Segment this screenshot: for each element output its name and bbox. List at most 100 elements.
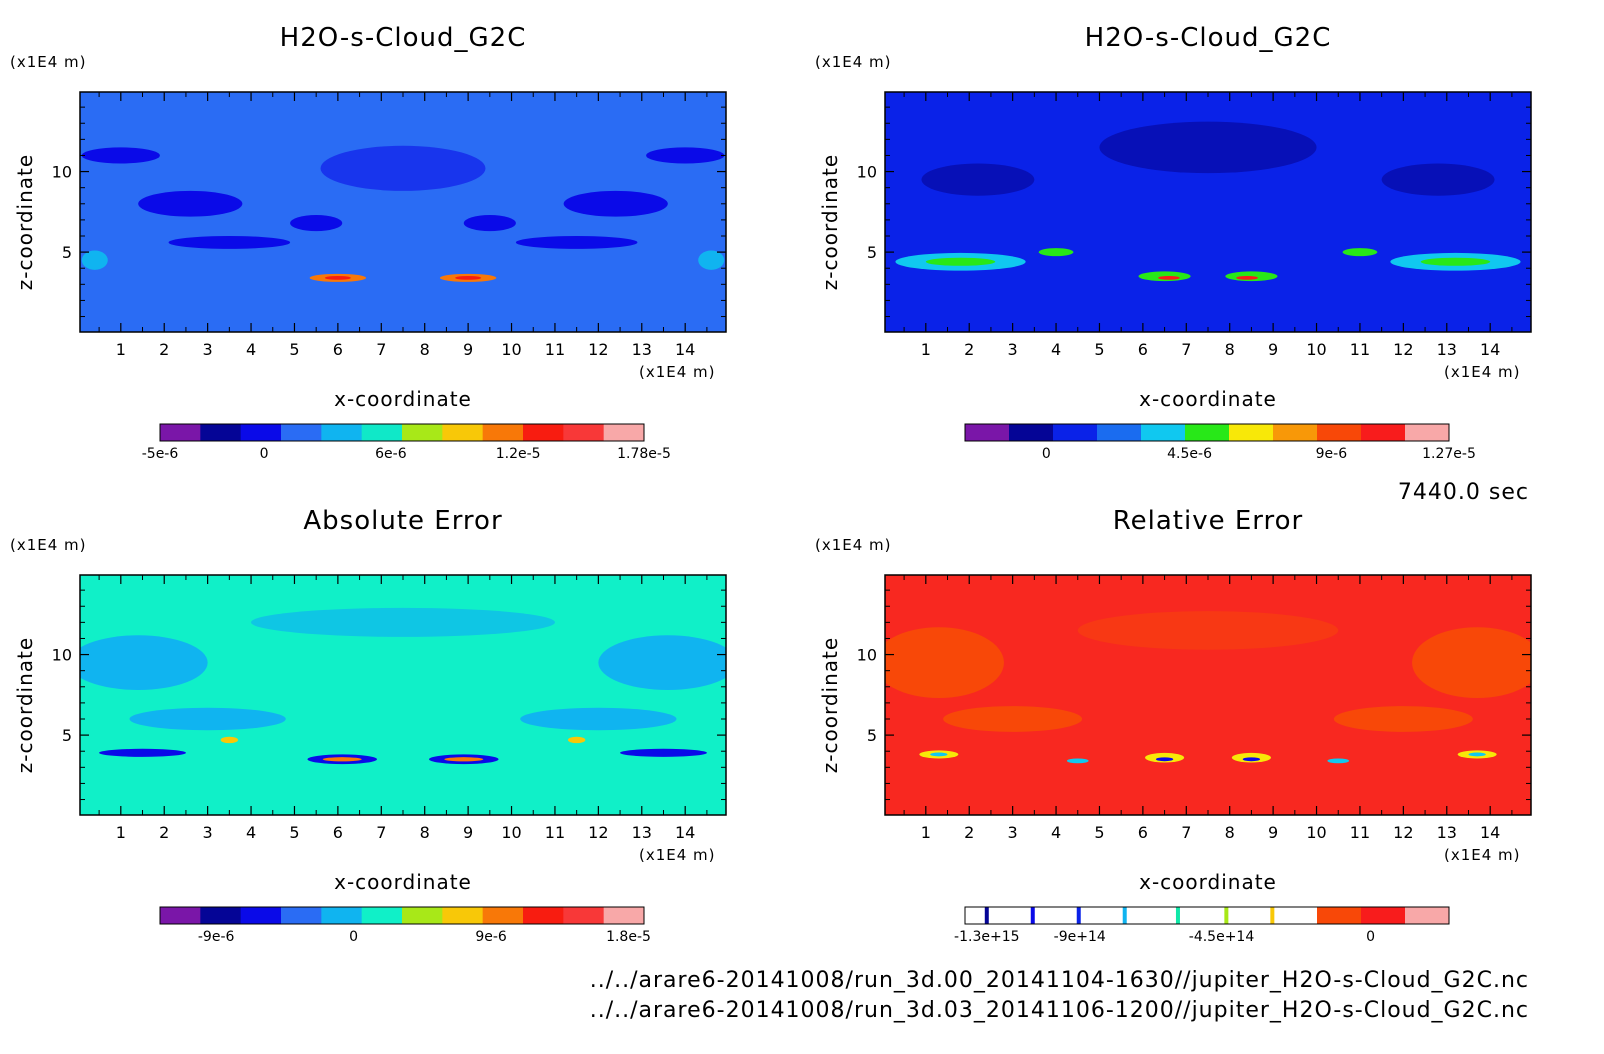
contour-region-2 xyxy=(1412,627,1531,699)
contour-region-4 xyxy=(943,706,1083,732)
x-tick-label: 5 xyxy=(289,823,299,842)
colorbar-swatch xyxy=(442,424,484,441)
y-unit-label: (x1E4 m) xyxy=(815,53,892,71)
colorbar-label: 1.27e-5 xyxy=(1422,446,1476,462)
colorbar-stripe xyxy=(1076,907,1081,924)
colorbar-swatch xyxy=(240,424,282,441)
x-tick-label: 13 xyxy=(632,340,652,359)
x-tick-label: 2 xyxy=(964,823,974,842)
contour-region-9 xyxy=(1468,752,1486,757)
contour-field xyxy=(81,145,725,282)
x-unit-label: (x1E4 m) xyxy=(1444,363,1521,381)
plot-area xyxy=(885,575,1531,815)
panel-1: 1 2 3 4 5 6 7 8 9 10 11 12 13 14510H2O-s-Cloud_G2C(x1… xyxy=(10,23,727,462)
x-axis-label: x-coordinate xyxy=(334,387,472,411)
colorbar-label: -1.3e+15 xyxy=(954,929,1019,945)
x-tick-label: 6 xyxy=(1138,823,1148,842)
contour-region-6 xyxy=(99,748,186,757)
x-tick-label: 14 xyxy=(675,340,695,359)
y-tick-label: 10 xyxy=(52,646,72,665)
colorbar-label: 0 xyxy=(1042,446,1051,462)
colorbar-frame xyxy=(159,906,645,925)
colorbar: -5e-6 0 6e-6 1.2e-5 1.78e-5 xyxy=(142,423,671,462)
colorbar-swatch xyxy=(603,424,645,441)
contour-region-3 xyxy=(251,607,555,637)
x-unit-label: (x1E4 m) xyxy=(1444,846,1521,864)
x-tick-label: 7 xyxy=(376,823,386,842)
x-tick-label: 1 xyxy=(116,340,126,359)
contour-region-15 xyxy=(455,275,482,280)
colorbar-swatch xyxy=(563,907,605,924)
x-tick-label: 7 xyxy=(376,340,386,359)
colorbar-stripe xyxy=(1224,907,1229,924)
colorbar-label: 6e-6 xyxy=(375,446,407,462)
contour-region-4 xyxy=(129,707,286,731)
colorbar: -1.3e+15 -9e+14 -4.5e+14 0 xyxy=(954,906,1450,945)
x-unit-label: (x1E4 m) xyxy=(639,846,716,864)
colorbar-swatch xyxy=(482,424,524,441)
colorbar-swatch xyxy=(1361,907,1406,924)
colorbar-swatch xyxy=(1185,424,1230,441)
contour-region-13 xyxy=(444,757,484,762)
colorbar-label: 9e-6 xyxy=(475,929,507,945)
y-axis-label: z-coordinate xyxy=(818,154,842,290)
contour-region-15 xyxy=(1242,757,1261,762)
file-path-2: ../../arare6-20141008/run_3d.03_20141106… xyxy=(590,998,1529,1023)
x-tick-label: 6 xyxy=(333,340,343,359)
contour-region-6 xyxy=(290,215,343,232)
time-label: 7440.0 sec xyxy=(1398,480,1529,505)
colorbar-swatch xyxy=(442,907,484,924)
x-tick-label: 11 xyxy=(545,340,565,359)
colorbar-label: -9e+14 xyxy=(1054,929,1106,945)
x-tick-label: 6 xyxy=(1138,340,1148,359)
x-tick-label: 13 xyxy=(1437,823,1457,842)
chart-title: Absolute Error xyxy=(303,506,502,536)
x-tick-label: 14 xyxy=(1480,823,1500,842)
contour-region-9 xyxy=(515,236,638,249)
x-axis-label: x-coordinate xyxy=(1139,870,1277,894)
y-axis-label: z-coordinate xyxy=(13,637,37,773)
colorbar-swatch xyxy=(1097,907,1142,924)
contour-region-13 xyxy=(1155,757,1174,762)
colorbar-swatch xyxy=(1273,424,1318,441)
y-tick-label: 5 xyxy=(867,726,877,745)
colorbar-swatch xyxy=(160,424,201,441)
x-tick-label: 11 xyxy=(1350,823,1370,842)
contour-region-3 xyxy=(320,145,486,191)
colorbar-swatch xyxy=(402,907,443,924)
x-tick-label: 10 xyxy=(501,340,521,359)
y-tick-label: 5 xyxy=(867,243,877,262)
x-tick-label: 8 xyxy=(420,823,430,842)
contour-field xyxy=(895,121,1521,282)
colorbar-swatch xyxy=(1053,907,1098,924)
x-tick-label: 4 xyxy=(1051,823,1061,842)
colorbar-swatch xyxy=(523,424,564,441)
contour-region-1 xyxy=(885,627,1004,699)
x-tick-label: 13 xyxy=(632,823,652,842)
colorbar-frame xyxy=(964,906,1450,925)
colorbar-swatch xyxy=(1141,907,1186,924)
colorbar-swatch xyxy=(281,907,322,924)
chart-title: Relative Error xyxy=(1113,506,1304,536)
contour-region-1 xyxy=(80,635,208,690)
x-tick-label: 12 xyxy=(1393,823,1413,842)
colorbar-swatch xyxy=(482,907,524,924)
x-tick-label: 13 xyxy=(1437,340,1457,359)
colorbar-swatch xyxy=(361,424,403,441)
colorbar-swatch xyxy=(1405,424,1450,441)
colorbar-label: 1.2e-5 xyxy=(496,446,541,462)
contour-region-5 xyxy=(563,190,668,217)
x-tick-label: 3 xyxy=(203,340,213,359)
colorbar-stripe xyxy=(1175,907,1180,924)
contour-region-7 xyxy=(1420,257,1491,266)
x-tick-label: 1 xyxy=(921,340,931,359)
y-tick-label: 10 xyxy=(857,163,877,182)
x-tick-label: 4 xyxy=(246,823,256,842)
x-tick-label: 4 xyxy=(246,340,256,359)
x-axis-label: x-coordinate xyxy=(1139,387,1277,411)
contour-region-11 xyxy=(1327,758,1350,764)
x-tick-label: 9 xyxy=(1268,823,1278,842)
x-tick-label: 12 xyxy=(588,823,608,842)
x-tick-label: 5 xyxy=(289,340,299,359)
